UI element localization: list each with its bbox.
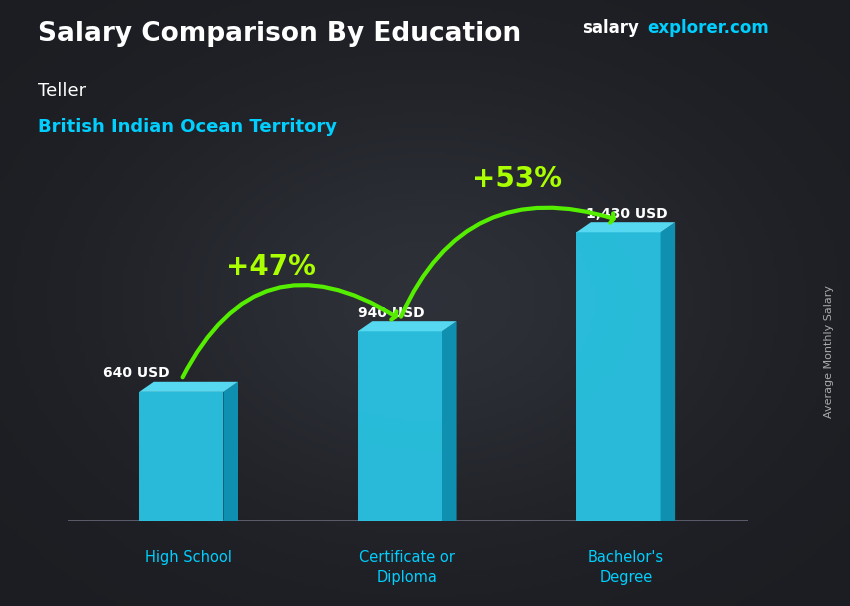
Text: salary: salary [582,19,639,38]
Text: +53%: +53% [473,165,563,193]
Text: 1,430 USD: 1,430 USD [586,207,667,221]
Text: 940 USD: 940 USD [359,306,425,320]
Text: British Indian Ocean Territory: British Indian Ocean Territory [38,118,337,136]
Text: explorer.com: explorer.com [647,19,768,38]
Polygon shape [224,382,238,521]
Polygon shape [139,382,238,392]
Polygon shape [358,331,442,521]
Polygon shape [358,321,456,331]
Polygon shape [576,232,660,521]
Text: +47%: +47% [226,253,316,281]
Text: Certificate or
Diploma: Certificate or Diploma [360,550,455,585]
Text: High School: High School [145,550,232,565]
Polygon shape [139,392,224,521]
Text: Bachelor's
Degree: Bachelor's Degree [587,550,664,585]
Text: 640 USD: 640 USD [103,366,169,380]
Polygon shape [660,222,675,521]
Polygon shape [576,222,675,232]
Text: Teller: Teller [38,82,87,100]
Text: Average Monthly Salary: Average Monthly Salary [824,285,834,418]
Polygon shape [442,321,456,521]
Text: Salary Comparison By Education: Salary Comparison By Education [38,21,521,47]
